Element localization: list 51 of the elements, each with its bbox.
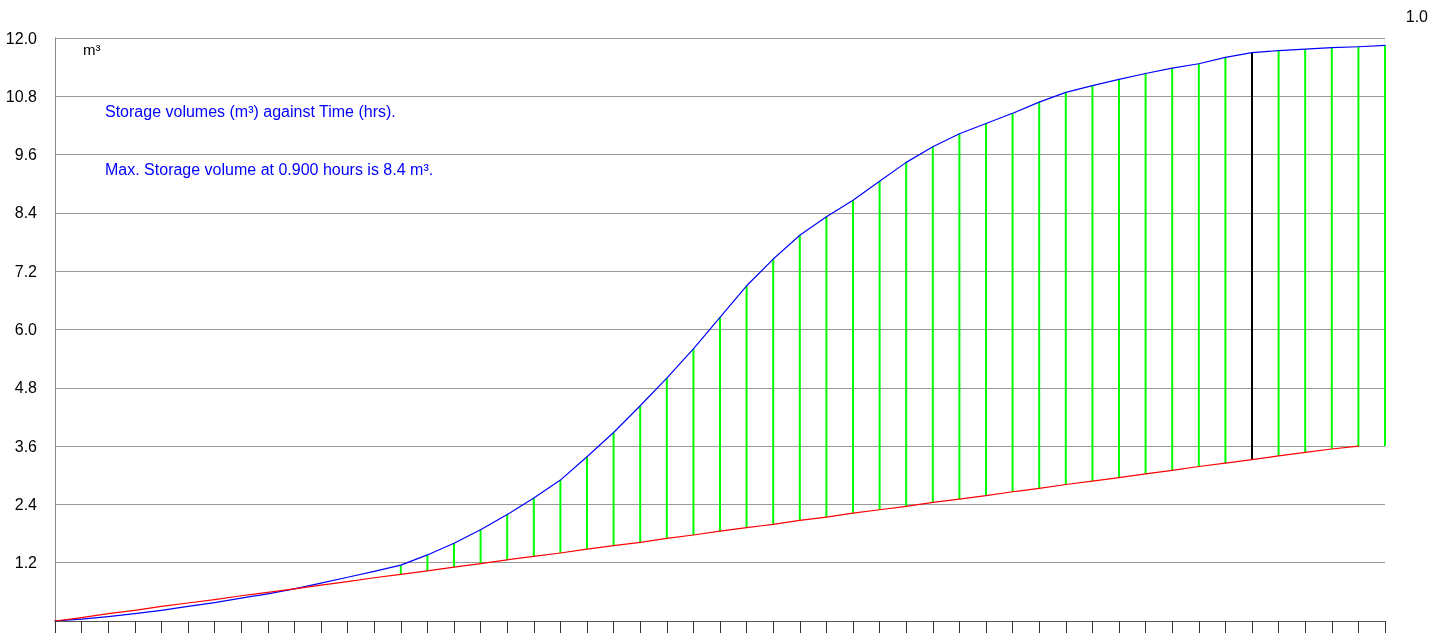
bar: [852, 200, 854, 514]
bar: [958, 133, 961, 500]
bar: [559, 480, 562, 553]
bar: [931, 146, 934, 503]
bar: [719, 317, 721, 532]
y-tick-label: 6.0: [14, 321, 38, 338]
bar: [1171, 68, 1174, 471]
bar: [1064, 92, 1067, 485]
bar: [1384, 45, 1386, 447]
text: 1.0: [1405, 7, 1429, 25]
bar: [1277, 50, 1280, 456]
bar: [745, 285, 748, 528]
y-tick-label: 12.0: [5, 29, 38, 47]
bar: [479, 529, 482, 564]
bar: [1251, 52, 1253, 460]
bar: [1197, 63, 1200, 467]
bar: [878, 181, 881, 510]
bar: [1357, 46, 1360, 447]
text: Storage volumes (m³) against Time (hrs).: [105, 102, 396, 120]
bar: [1091, 85, 1094, 482]
bar: [1011, 113, 1014, 492]
bar: [1330, 47, 1333, 450]
bar: [612, 432, 615, 546]
bar: [586, 456, 588, 550]
y-tick-label: 9.6: [14, 146, 38, 164]
bar: [905, 162, 908, 507]
bar: [1038, 102, 1041, 489]
y-tick-label: 2.4: [14, 495, 38, 513]
text: Max. Storage volume at 0.900 hours is 8.4 m³.: [105, 160, 434, 178]
bar: [692, 348, 695, 536]
bar: [532, 498, 535, 557]
y-axis-title: m³: [83, 41, 101, 58]
bar: [825, 216, 828, 518]
y-tick-label: 7.2: [14, 262, 38, 280]
bar: [1224, 57, 1227, 464]
line-series: [54, 445, 1359, 622]
y-tick-label: 3.6: [14, 437, 38, 455]
bar: [506, 514, 509, 560]
bar: [665, 378, 668, 539]
bar: [1144, 73, 1147, 474]
bar: [772, 259, 775, 525]
bar: [453, 543, 455, 568]
bar: [639, 405, 642, 543]
y-tick-label: 1.2: [14, 554, 38, 572]
bar: [798, 235, 801, 521]
bar: [985, 123, 987, 496]
bar: [1118, 79, 1120, 478]
y-tick-label: 4.8: [14, 379, 38, 397]
y-tick-label: 8.4: [14, 204, 38, 222]
bar: [1304, 49, 1307, 453]
y-tick-label: 10.8: [5, 87, 38, 105]
